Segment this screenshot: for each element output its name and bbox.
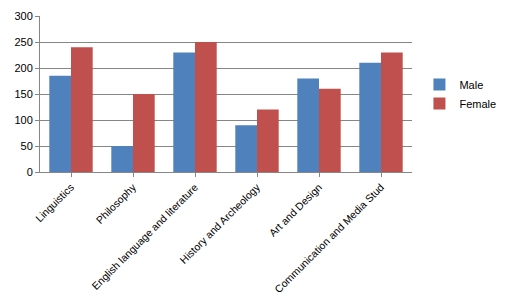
svg-text:300: 300 [14,10,32,22]
svg-text:250: 250 [14,36,32,48]
svg-text:English language and literatur: English language and literature [89,181,200,292]
svg-text:Philosophy: Philosophy [93,180,138,225]
svg-text:0: 0 [27,166,33,178]
svg-text:200: 200 [14,62,32,74]
svg-text:History and Archeology: History and Archeology [177,180,262,265]
svg-text:Linguistics: Linguistics [33,181,76,224]
svg-text:Male: Male [459,79,483,91]
svg-text:100: 100 [14,114,32,126]
svg-text:150: 150 [14,88,32,100]
svg-text:Art and Design: Art and Design [267,181,325,239]
svg-text:Communication and Media Stud: Communication and Media Stud [272,181,386,295]
svg-text:50: 50 [21,140,33,152]
svg-text:Female: Female [459,98,496,110]
